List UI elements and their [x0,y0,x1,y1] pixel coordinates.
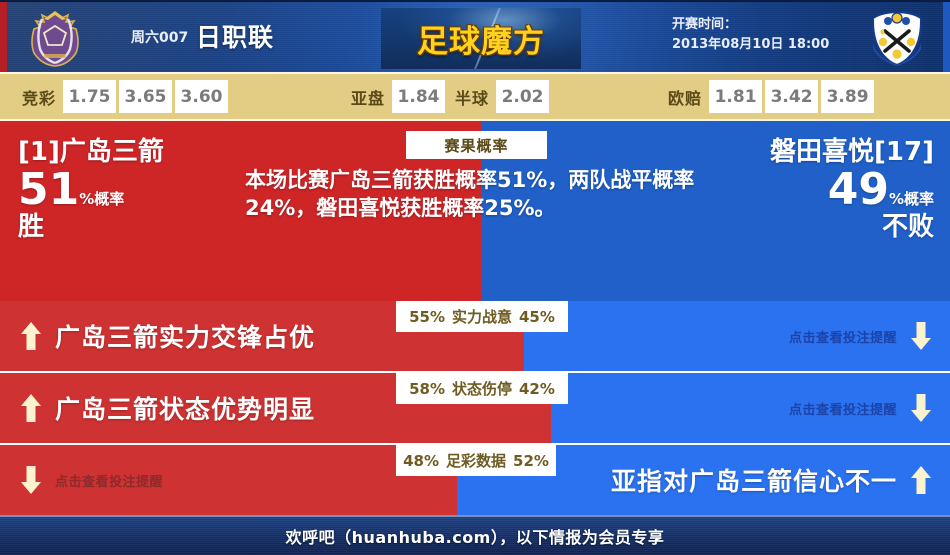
odds-bar: 竞彩 1.75 3.65 3.60 亚盘 1.84 半球 2.02 欧赔 1.8… [0,72,950,121]
kickoff-value: 2013年08月10日 18:00 [672,37,830,53]
match-number: 周六007 [131,30,189,46]
header-left-edge-stripe [0,2,7,72]
bar-home-percent: 58% [409,379,445,398]
comparison-bar[interactable]: 58% 状态伤停 42% 广岛三箭状态优势明显 点击查看投注提醒 [0,371,950,443]
bar-metric-tag: 48% 足彩数据 52% [396,445,556,476]
arrow-down-icon [910,321,932,351]
bar-home-message-text: 广岛三箭实力交锋占优 [55,323,316,352]
league-name: 日职联 [196,23,275,52]
bar-home-percent: 55% [409,307,445,326]
comparison-bar[interactable]: 48% 足彩数据 52% 点击查看投注提醒 亚指对广岛三箭信心不一 [0,443,950,515]
handicap-label: 半球 [455,88,490,108]
away-team-name: 磐田喜悦[17] [770,137,934,167]
bar-away-percent: 52% [513,451,549,470]
odds-group-yapan: 亚盘 1.84 半球 2.02 [351,80,552,113]
away-outcome-label: 不败 [881,212,934,243]
arrow-down-icon [20,465,42,495]
odds-group-oupei: 欧赔 1.81 3.42 3.89 [668,80,877,113]
bar-home-message[interactable]: 广岛三箭实力交锋占优 [20,301,315,371]
bar-away-message[interactable]: 亚指对广岛三箭信心不一 [611,445,932,515]
odds-value-cell[interactable]: 3.65 [119,80,173,113]
away-probability-value: 49%概率 [770,168,934,212]
footer-text: 欢呼吧（huanhuba.com），以下情报为会员专享 [285,528,665,547]
bar-home-percent: 48% [403,451,439,470]
home-probability-panel [0,121,481,301]
bar-away-message-text: 亚指对广岛三箭信心不一 [610,467,897,496]
home-outcome-label: 胜 [18,212,45,243]
bar-metric-name: 实力战意 [451,308,512,326]
bar-home-message-text: 点击查看投注提醒 [55,474,164,490]
header-bar: 周六007 日职联 足球魔方 开赛时间： 2013年08月10日 18:00 [0,0,950,72]
bar-metric-name: 状态伤停 [451,380,512,398]
odds-value-cell[interactable]: 3.42 [765,80,819,113]
home-team-crest-icon [22,9,88,67]
result-probability-tag: 赛果概率 [406,131,547,159]
bar-metric-tag: 55% 实力战意 45% [396,301,568,332]
brand-logo[interactable]: 足球魔方 [381,8,581,69]
odds-group-label: 竞彩 [22,88,57,108]
bar-home-message[interactable]: 广岛三箭状态优势明显 [20,373,315,443]
arrow-up-icon [20,393,42,423]
away-probability-unit: %概率 [888,190,934,209]
away-probability-panel [481,121,950,301]
arrow-up-icon [20,321,42,351]
bar-away-percent: 42% [519,379,555,398]
odds-value-cell[interactable]: 1.81 [709,80,763,113]
odds-value-cell[interactable]: 1.75 [63,80,117,113]
bar-home-fill [0,445,457,515]
header-right-edge-stripe [943,2,950,72]
bar-away-fill [551,373,950,443]
bar-away-message[interactable]: 点击查看投注提醒 [789,373,932,443]
bar-away-percent: 45% [519,307,555,326]
odds-value-cell[interactable]: 3.89 [821,80,875,113]
away-probability-number: 49 [827,164,889,216]
brand-logo-text: 足球魔方 [417,24,545,60]
bar-home-message-text: 广岛三箭状态优势明显 [55,395,316,424]
odds-group-label: 亚盘 [351,88,386,108]
bar-away-message-text: 点击查看投注提醒 [788,402,897,418]
kickoff-info: 开赛时间： 2013年08月10日 18:00 [672,15,829,55]
odds-group-label: 欧赔 [668,88,703,108]
footer-bar: 欢呼吧（huanhuba.com），以下情报为会员专享 [0,515,950,555]
home-team-block: [1]广岛三箭 51%概率 胜 [18,137,164,243]
odds-value-cell[interactable]: 3.60 [175,80,229,113]
home-probability-number: 51 [18,164,80,216]
home-probability-unit: %概率 [79,190,125,209]
home-team-name: [1]广岛三箭 [18,137,164,167]
arrow-down-icon [910,393,932,423]
bar-away-fill [524,301,950,371]
odds-value-cell[interactable]: 1.84 [392,80,446,113]
odds-group-jingcai: 竞彩 1.75 3.65 3.60 [22,80,231,113]
bar-metric-tag: 58% 状态伤停 42% [396,373,568,404]
arrow-up-icon [910,465,932,495]
kickoff-label: 开赛时间： [672,17,738,32]
comparison-bar[interactable]: 55% 实力战意 45% 广岛三箭实力交锋占优 点击查看投注提醒 [0,301,950,371]
bar-away-message[interactable]: 点击查看投注提醒 [789,301,932,371]
bar-metric-name: 足彩数据 [446,452,507,470]
bar-away-message-text: 点击查看投注提醒 [788,330,897,346]
away-team-crest-icon [866,9,928,67]
bar-home-message[interactable]: 点击查看投注提醒 [20,445,163,515]
home-probability-value: 51%概率 [18,168,164,212]
probability-summary-text: 本场比赛广岛三箭获胜概率51%，两队战平概率24%，磐田喜悦获胜概率25%。 [245,168,695,220]
result-probability-tag-label: 赛果概率 [444,136,509,155]
probability-section: 赛果概率 [1]广岛三箭 51%概率 胜 本场比赛广岛三箭获胜概率51%，两队战… [0,121,950,301]
odds-value-cell[interactable]: 2.02 [496,80,550,113]
away-team-block: 磐田喜悦[17] 49%概率 不败 [770,137,934,243]
